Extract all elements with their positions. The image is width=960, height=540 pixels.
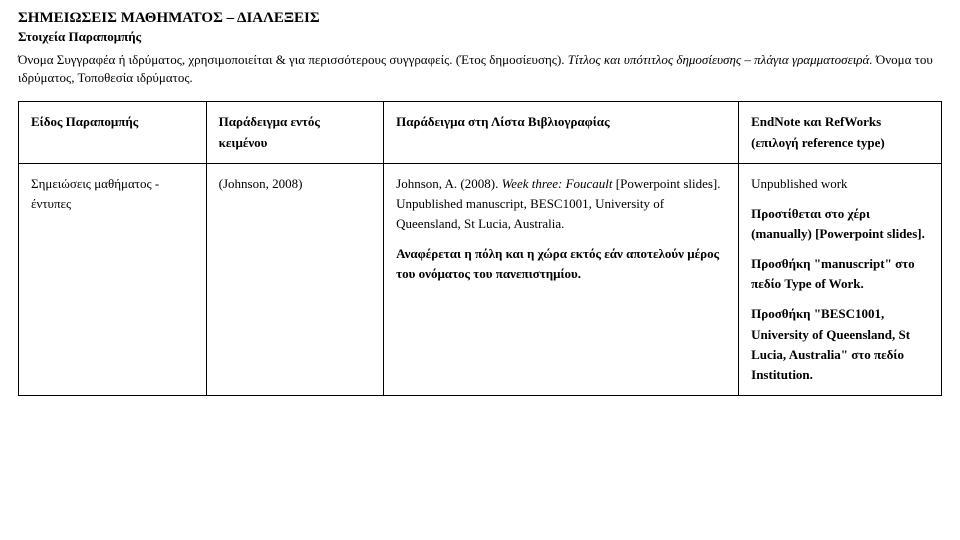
note-p2b: [Powerpoint slides].: [815, 226, 925, 241]
cell-biblio: Johnson, A. (2008). Week three: Foucault…: [384, 163, 739, 395]
note-p4c: στο πεδίο: [848, 347, 904, 362]
table-row: Σημειώσεις μαθήματος - έντυπες (Johnson,…: [19, 163, 942, 395]
citation-table: Είδος Παραπομπής Παράδειγμα εντός κειμέν…: [18, 101, 942, 396]
table-header-row: Είδος Παραπομπής Παράδειγμα εντός κειμέν…: [19, 102, 942, 163]
note-p3b: "manuscript": [814, 256, 892, 271]
cell-type: Σημειώσεις μαθήματος - έντυπες: [19, 163, 207, 395]
intro-paragraph: Όνομα Συγγραφέα ή ιδρύματος, χρησιμοποιε…: [18, 51, 942, 87]
note-p4a: Προσθήκη: [751, 306, 814, 321]
cell-endnote: Unpublished work Προστίθεται στο χέρι (m…: [739, 163, 942, 395]
note-p3a: Προσθήκη: [751, 256, 814, 271]
note-p4d: Institution.: [751, 367, 813, 382]
bib-note: Αναφέρεται η πόλη και η χώρα εκτός εάν α…: [396, 244, 726, 284]
th-biblio: Παράδειγμα στη Λίστα Βιβλιογραφίας: [384, 102, 739, 163]
th-endnote: EndNote και RefWorks (επιλογή reference …: [739, 102, 942, 163]
bib-title-italic: Week three: Foucault: [502, 176, 613, 191]
bib-lead: Johnson, A. (2008).: [396, 176, 501, 191]
intro-italic: Τίτλος και υπότιτλος δημοσίευσης – πλάγι…: [568, 52, 873, 67]
page-title: ΣΗΜΕΙΩΣΕΙΣ ΜΑΘΗΜΑΤΟΣ – ΔΙΑΛΕΞΕΙΣ: [18, 10, 942, 27]
th-type: Είδος Παραπομπής: [19, 102, 207, 163]
note-unpublished: Unpublished work: [751, 174, 929, 194]
note-p3d: Type of Work.: [784, 276, 863, 291]
section-subtitle: Στοιχεία Παραπομπής: [18, 29, 942, 45]
cell-intext: (Johnson, 2008): [206, 163, 384, 395]
th-intext: Παράδειγμα εντός κειμένου: [206, 102, 384, 163]
intro-text-1: Όνομα Συγγραφέα ή ιδρύματος, χρησιμοποιε…: [18, 52, 568, 67]
